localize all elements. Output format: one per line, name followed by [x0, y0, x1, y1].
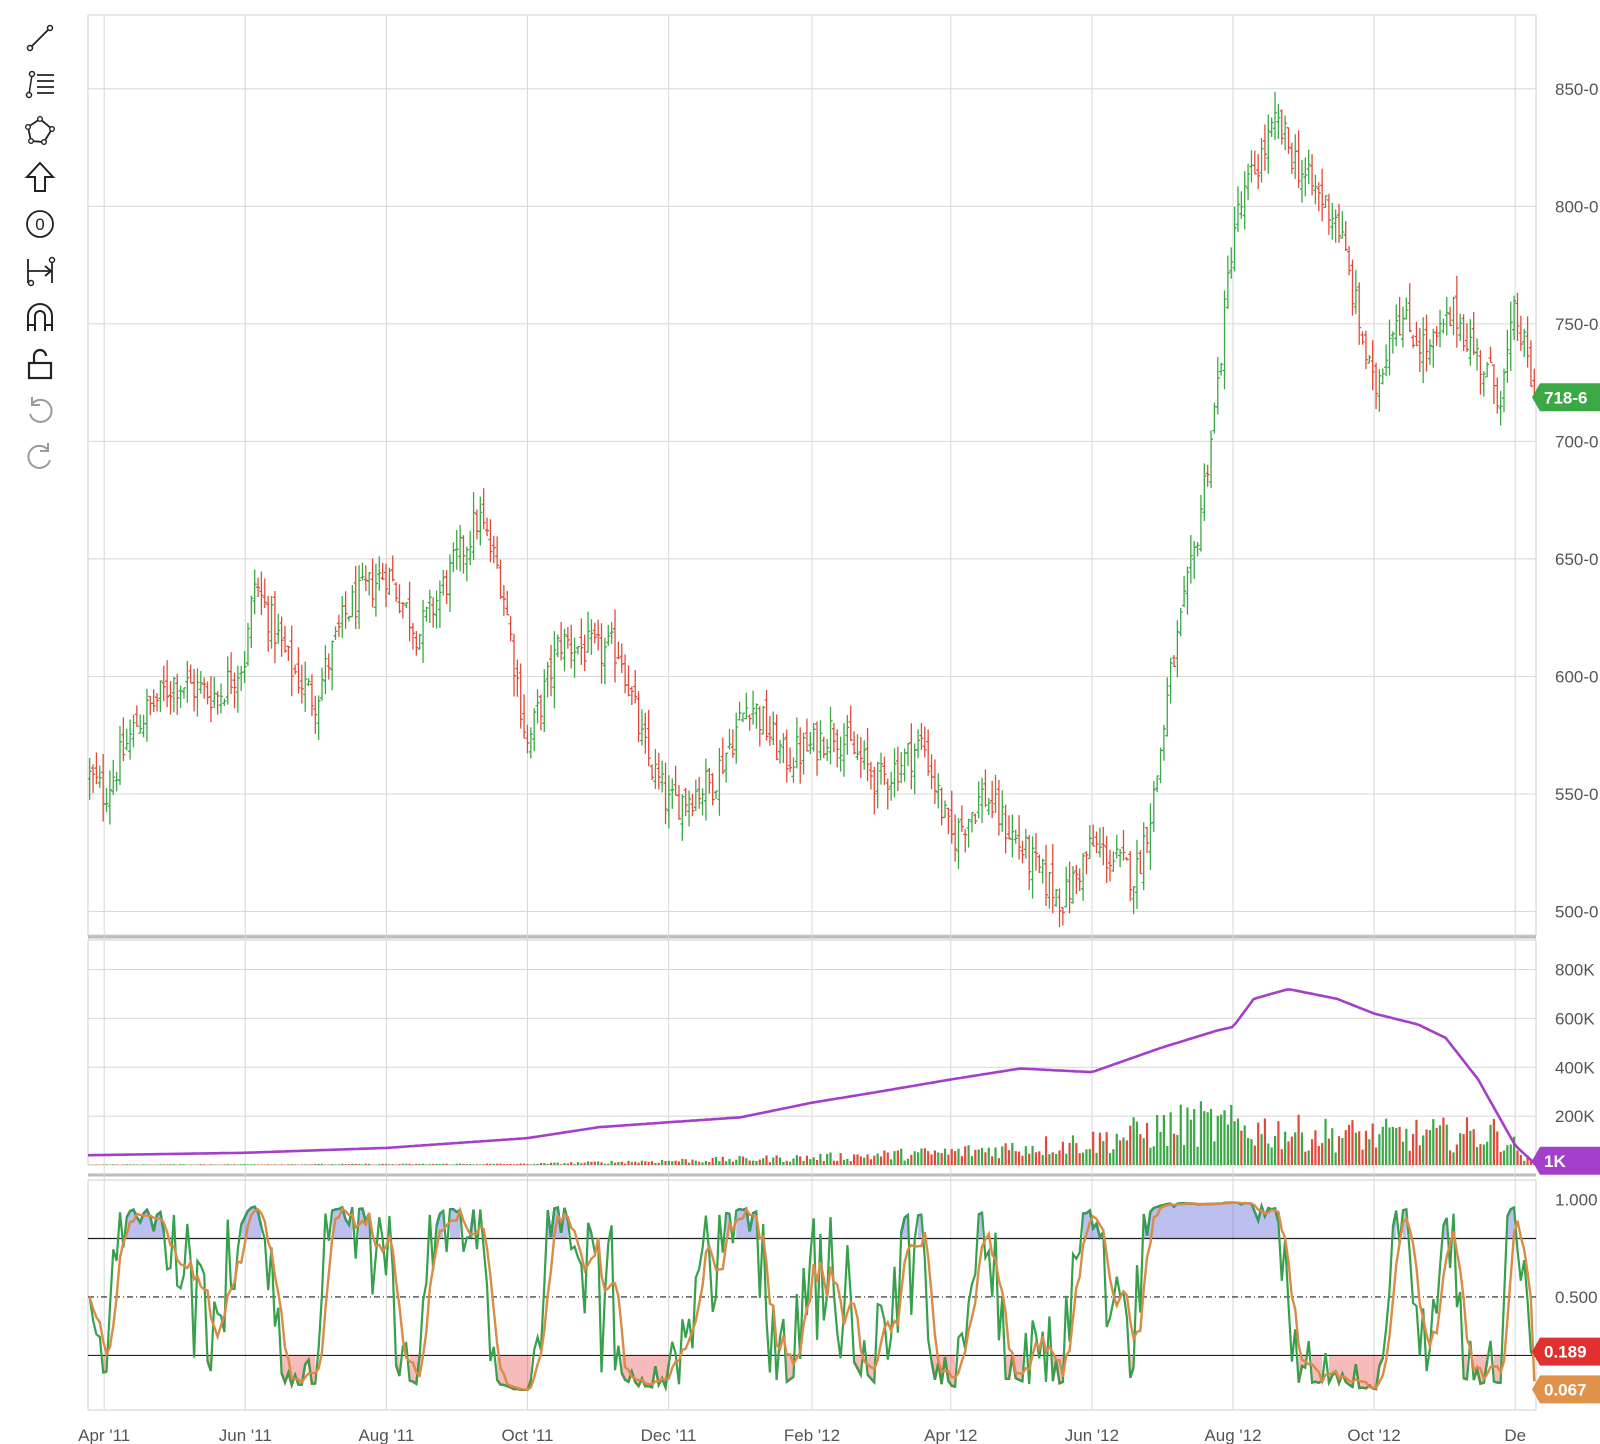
x-tick-label: Oct '11 [501, 1426, 553, 1444]
trend-line-tool-icon[interactable] [20, 18, 60, 58]
magnet-icon[interactable] [20, 297, 60, 337]
stochastic-k-badge-bg [1532, 1337, 1600, 1366]
volume-pane [88, 988, 1537, 1166]
drawing-toolbar: 0 [0, 0, 84, 520]
x-tick-label: Dec '11 [641, 1426, 697, 1444]
x-tick-label: Oct '12 [1347, 1426, 1400, 1444]
price-tick-label: 600-0 [1555, 667, 1598, 686]
price-tick-label: 750-0 [1555, 315, 1598, 334]
volume-tick-label: 400K [1555, 1058, 1595, 1077]
x-tick-label: Aug '12 [1204, 1426, 1261, 1444]
x-tick-label: Apr '11 [78, 1426, 130, 1444]
oversold-area [621, 1355, 669, 1388]
axes: Apr '11 Jun '11 Aug '11 Oct '11 Dec '11 Feb '… [78, 80, 1598, 1444]
oversold-area [1298, 1355, 1306, 1383]
text-tool-icon[interactable]: 0 [20, 204, 60, 244]
stochastic-pane [88, 1201, 1536, 1392]
x-tick-label: Jun '11 [219, 1426, 272, 1444]
oversold-area [1005, 1355, 1023, 1382]
undo-icon[interactable] [20, 391, 60, 431]
overbought-area [1402, 1209, 1407, 1239]
stochastic-d-badge-bg [1532, 1375, 1600, 1404]
overbought-area [736, 1208, 757, 1239]
overbought-area [1143, 1202, 1279, 1239]
price-tick-label: 800-0 [1555, 197, 1598, 216]
price-pane [87, 91, 1537, 928]
open-interest-line [88, 988, 1537, 1166]
measure-tool-icon[interactable] [20, 250, 60, 290]
last-price-badge-bg [1532, 383, 1600, 412]
overbought-area [918, 1214, 922, 1239]
fib-levels-tool-icon[interactable] [20, 64, 60, 104]
x-tick-label: Apr '12 [924, 1426, 977, 1444]
shapes-tool-icon[interactable] [20, 111, 60, 151]
overbought-area [978, 1212, 983, 1239]
overbought-area [1443, 1217, 1447, 1239]
x-tick-label: Feb '12 [784, 1426, 840, 1444]
x-tick-label: De [1504, 1426, 1526, 1444]
last-value-badges: 718-6 1K 0.189 0.067 [1532, 383, 1600, 1404]
stochastic-d-badge: 0.067 [1544, 1380, 1587, 1399]
grid-lines [87, 14, 1537, 1411]
stochastic-tick-label: 0.500 [1555, 1288, 1598, 1307]
oversold-area [1328, 1355, 1383, 1389]
price-tick-label: 700-0 [1555, 432, 1598, 451]
volume-tick-label: 800K [1555, 961, 1595, 980]
arrow-up-tool-icon[interactable] [20, 157, 60, 197]
x-tick-label: Jun '12 [1065, 1426, 1119, 1444]
price-tick-label: 850-0 [1555, 80, 1598, 99]
price-tick-label: 650-0 [1555, 550, 1598, 569]
volume-tick-label: 200K [1555, 1107, 1595, 1126]
stochastic-k-line [88, 1201, 1536, 1392]
last-open-interest-badge: 1K [1544, 1152, 1566, 1171]
overbought-area [901, 1214, 908, 1239]
text-tool-glyph: 0 [35, 215, 44, 234]
x-tick-label: Aug '11 [358, 1426, 414, 1444]
stochastic-d-line [88, 1201, 1536, 1391]
last-open-interest-badge-bg [1532, 1146, 1600, 1175]
unlock-icon[interactable] [20, 344, 60, 384]
volume-tick-label: 600K [1555, 1009, 1595, 1028]
overbought-area [332, 1207, 353, 1239]
price-tick-label: 550-0 [1555, 785, 1598, 804]
price-tick-label: 500-0 [1555, 902, 1598, 921]
redo-icon[interactable] [20, 437, 60, 477]
oversold-area [1493, 1355, 1501, 1383]
stochastic-k-badge: 0.189 [1544, 1343, 1587, 1362]
stochastic-tick-label: 1.000 [1555, 1190, 1598, 1209]
last-price-badge: 718-6 [1544, 388, 1587, 407]
